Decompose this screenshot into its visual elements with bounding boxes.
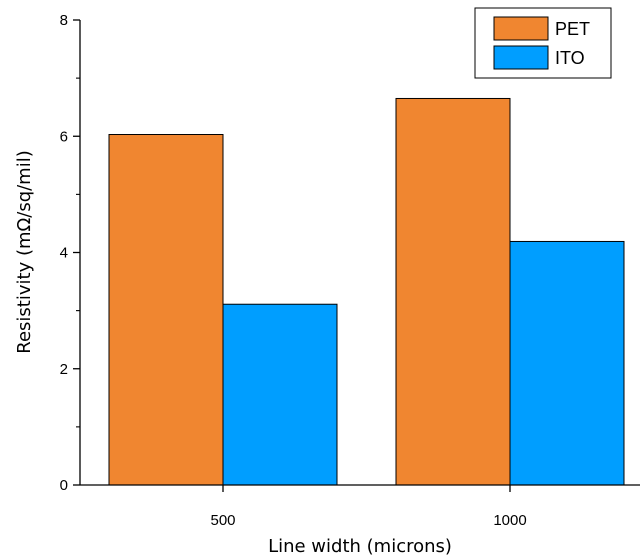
legend: PET ITO (474, 7, 612, 79)
bar-ito-1000 (509, 240, 625, 486)
y-ticks-group: 0 2 4 6 8 (60, 12, 80, 494)
legend-items: PET ITO (493, 16, 590, 70)
legend-label-ito: ITO (555, 48, 585, 68)
y-axis-title: Resistivity (mΩ/sq/mil) (14, 150, 35, 353)
bars-group (108, 97, 625, 486)
bar-ito-500 (222, 303, 338, 486)
x-tick-label: 1000 (493, 512, 526, 529)
legend-swatch-ito (493, 45, 549, 70)
y-tick-label: 0 (60, 477, 68, 494)
y-tick-label: 2 (60, 361, 68, 378)
y-tick-label: 6 (60, 128, 68, 145)
y-tick-label: 4 (60, 245, 68, 262)
x-tick-label: 500 (210, 512, 235, 529)
bar-pet-500 (108, 134, 224, 486)
y-tick-label: 8 (60, 12, 68, 29)
legend-swatch-pet (493, 16, 549, 41)
x-ticks-group: 500 1000 (210, 485, 527, 529)
legend-label-pet: PET (555, 19, 590, 39)
bar-pet-1000 (395, 97, 511, 486)
x-axis-title: Line width (microns) (268, 536, 452, 557)
